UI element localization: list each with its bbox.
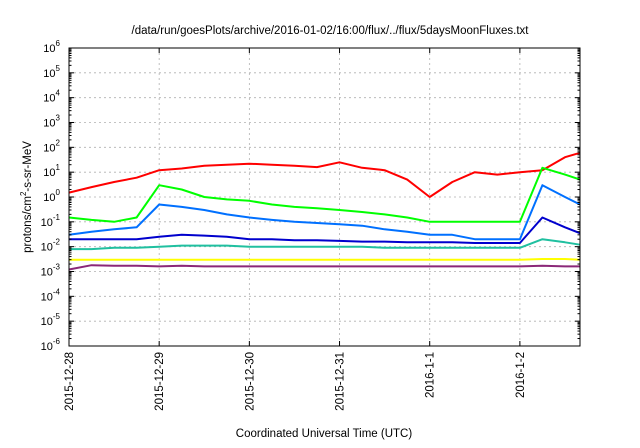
series-line-5: [69, 238, 581, 251]
y-tick-label: 10-6: [41, 337, 61, 353]
series-line-1: [68, 151, 581, 198]
series-line-7: [68, 264, 580, 271]
y-tick-label: 10-1: [41, 213, 61, 229]
y-tick-label: 10-5: [41, 312, 61, 328]
x-tick-label: 2016-1-2: [515, 352, 527, 398]
x-tick-label: 2015-12-28: [64, 352, 76, 411]
y-tick-labels: 10-6 10-5 10-4 10-3 10-2 10-1 100 101 102 103 104 1…: [41, 39, 61, 353]
y-tick-label: 102: [43, 138, 60, 154]
y-tick-label: 101: [43, 163, 60, 179]
series-line-4: [69, 216, 581, 244]
y-tick-label: 104: [43, 89, 60, 105]
x-tick-label: 2016-1-1: [425, 352, 437, 398]
x-axis-label: Coordinated Universal Time (UTC): [236, 428, 413, 440]
x-tick-label: 2015-12-29: [154, 352, 166, 411]
chart-title: /data/run/goesPlots/archive/2016-01-02/1…: [132, 25, 530, 37]
y-tick-label: 105: [43, 64, 60, 80]
x-tick-label: 2015-12-30: [244, 352, 256, 411]
axis-ticks: [68, 47, 580, 347]
y-tick-label: 10-3: [41, 263, 61, 279]
series-line-3: [68, 184, 581, 241]
series-line-2: [68, 166, 581, 223]
y-axis-label: protons/cm2-s-sr-MeV: [19, 141, 34, 253]
y-tick-label: 10-2: [41, 238, 61, 254]
x-tick-labels: 2015-12-28 2015-12-29 2015-12-30 2015-12-31…: [64, 352, 527, 411]
y-tick-label: 103: [43, 114, 60, 130]
y-tick-label: 10-4: [41, 287, 61, 303]
y-tick-label: 106: [43, 39, 60, 55]
y-tick-label: 100: [43, 188, 60, 204]
series-line-6: [69, 258, 581, 261]
x-tick-label: 2015-12-31: [335, 352, 347, 411]
series-lines: [68, 151, 581, 271]
grid-lines: [69, 48, 580, 346]
